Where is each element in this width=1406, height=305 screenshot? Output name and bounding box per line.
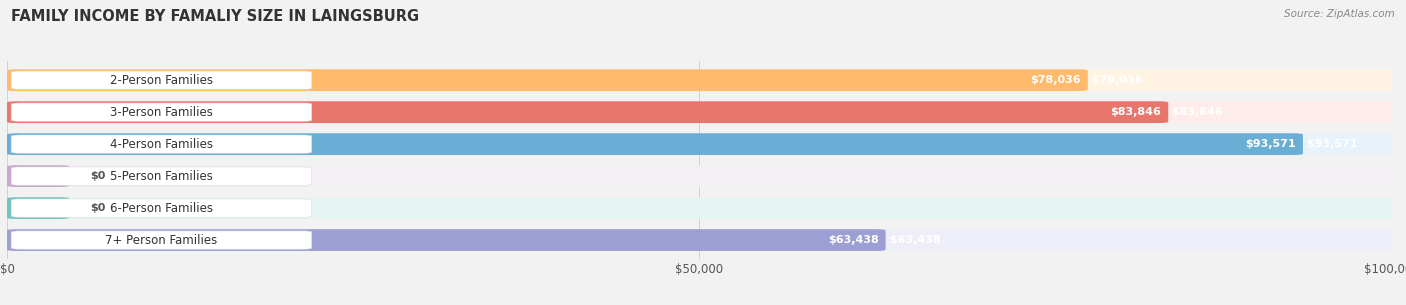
Text: $63,438: $63,438 <box>828 235 879 245</box>
FancyBboxPatch shape <box>11 103 312 121</box>
Text: $78,036: $78,036 <box>1088 75 1142 85</box>
FancyBboxPatch shape <box>7 69 1392 91</box>
Text: $83,846: $83,846 <box>1168 107 1223 117</box>
FancyBboxPatch shape <box>7 133 1303 155</box>
Text: $0: $0 <box>90 171 105 181</box>
FancyBboxPatch shape <box>7 101 1392 123</box>
FancyBboxPatch shape <box>11 167 312 185</box>
Text: $93,571: $93,571 <box>1246 139 1296 149</box>
FancyBboxPatch shape <box>7 197 69 219</box>
FancyBboxPatch shape <box>7 165 1392 187</box>
Text: $63,438: $63,438 <box>886 235 941 245</box>
FancyBboxPatch shape <box>7 229 886 251</box>
FancyBboxPatch shape <box>7 101 1168 123</box>
Text: Source: ZipAtlas.com: Source: ZipAtlas.com <box>1284 9 1395 19</box>
Text: 4-Person Families: 4-Person Families <box>110 138 212 151</box>
FancyBboxPatch shape <box>7 69 1088 91</box>
Text: 3-Person Families: 3-Person Families <box>110 106 212 119</box>
FancyBboxPatch shape <box>7 133 1392 155</box>
FancyBboxPatch shape <box>11 135 312 153</box>
Text: $0: $0 <box>90 203 105 213</box>
Text: 5-Person Families: 5-Person Families <box>110 170 212 183</box>
FancyBboxPatch shape <box>7 197 1392 219</box>
Text: $83,846: $83,846 <box>1111 107 1161 117</box>
FancyBboxPatch shape <box>11 231 312 249</box>
Text: 7+ Person Families: 7+ Person Families <box>105 234 218 246</box>
Text: 2-Person Families: 2-Person Families <box>110 74 212 87</box>
FancyBboxPatch shape <box>7 165 69 187</box>
Text: FAMILY INCOME BY FAMALIY SIZE IN LAINGSBURG: FAMILY INCOME BY FAMALIY SIZE IN LAINGSB… <box>11 9 419 24</box>
Text: $78,036: $78,036 <box>1031 75 1081 85</box>
Text: $93,571: $93,571 <box>1303 139 1357 149</box>
FancyBboxPatch shape <box>11 199 312 217</box>
FancyBboxPatch shape <box>11 71 312 89</box>
FancyBboxPatch shape <box>7 229 1392 251</box>
Text: 6-Person Families: 6-Person Families <box>110 202 212 215</box>
